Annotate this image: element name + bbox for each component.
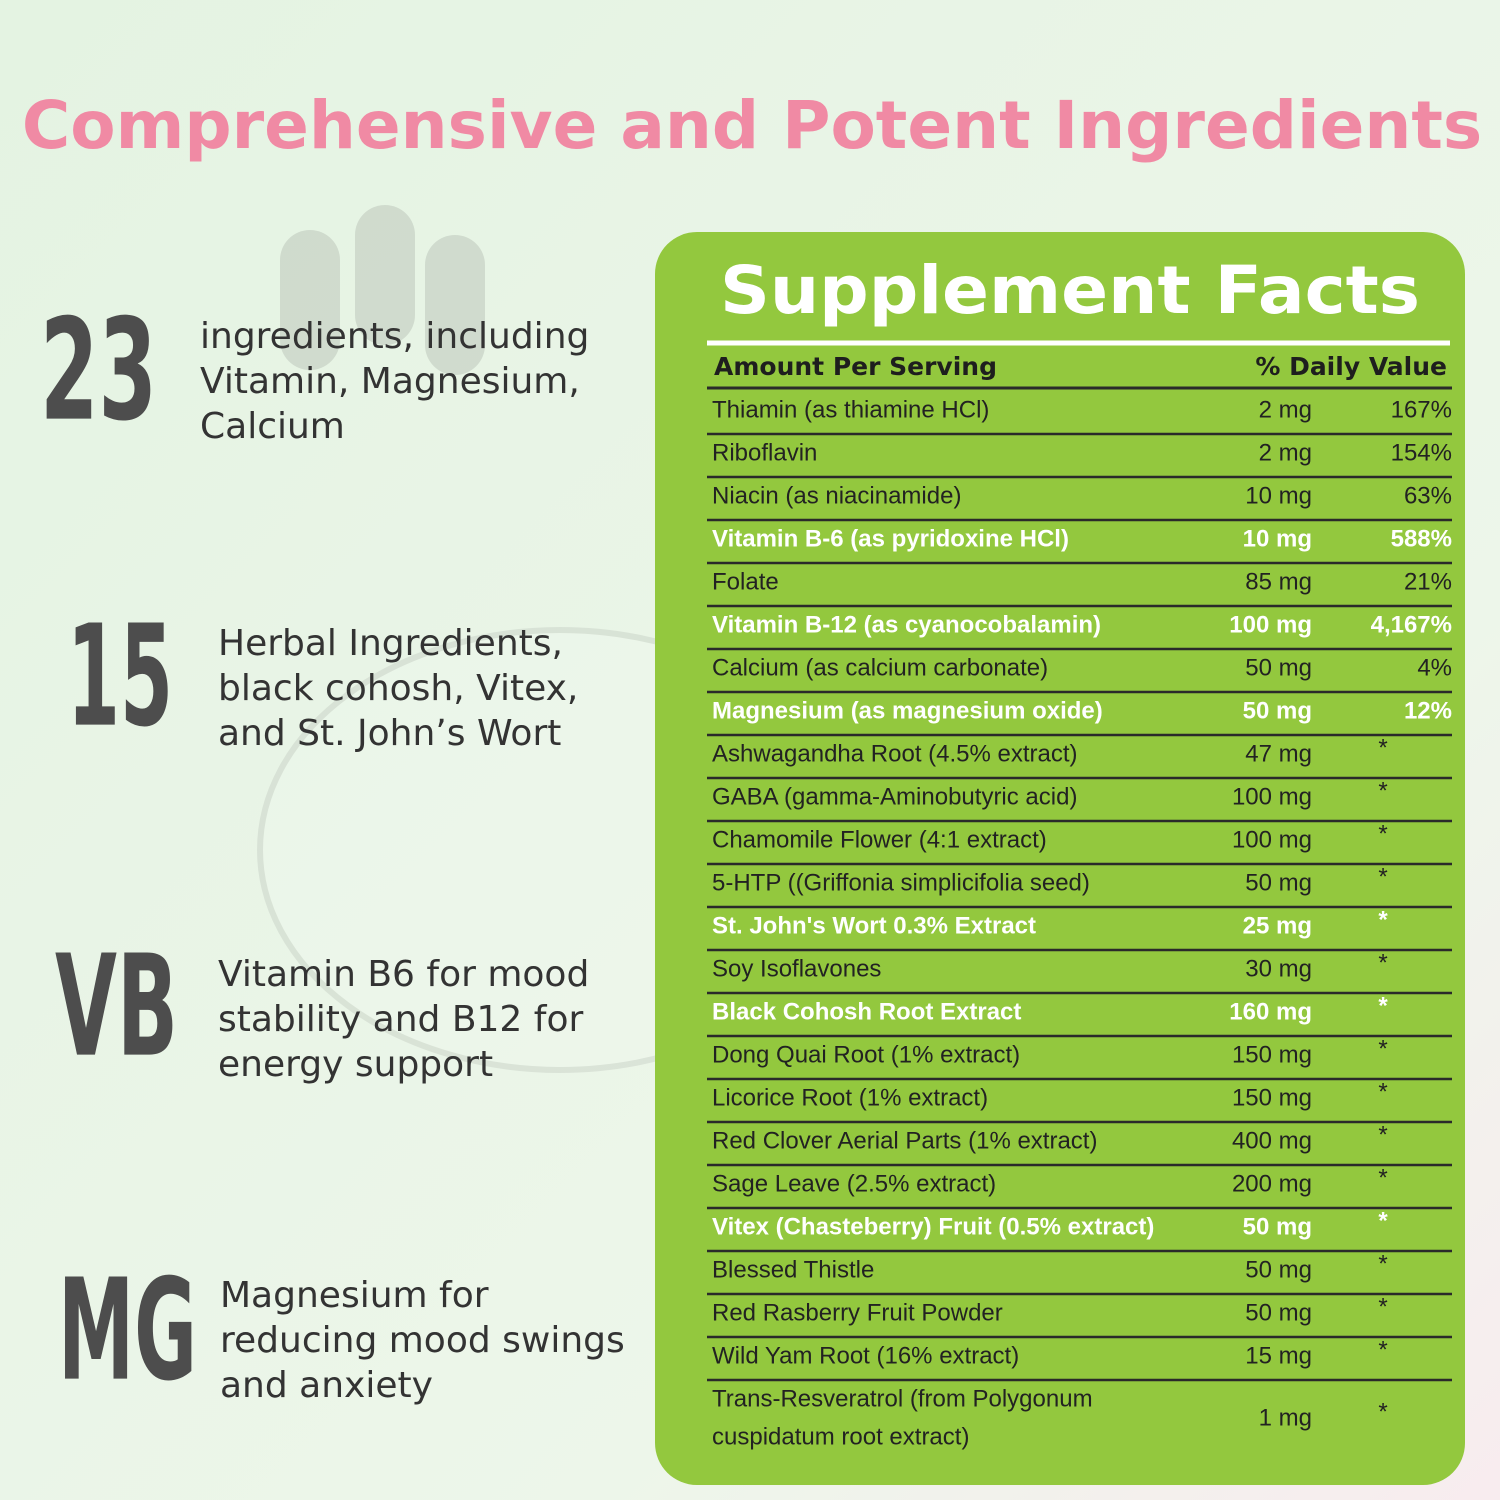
- row-dv: *: [1378, 1035, 1387, 1062]
- row-name: Chamomile Flower (4:1 extract): [712, 826, 1047, 853]
- feature-text: Herbal Ingredients,: [218, 623, 563, 664]
- feature-text: stability and B12 for: [218, 999, 583, 1040]
- row-dv: *: [1378, 992, 1388, 1019]
- row-name: Calcium (as calcium carbonate): [712, 654, 1048, 681]
- row-dv: *: [1378, 906, 1388, 933]
- row-dv: 4,167%: [1371, 611, 1452, 638]
- row-amount: 2 mg: [1259, 396, 1312, 423]
- row-name: Riboflavin: [712, 439, 817, 466]
- feature-text: Vitamin B6 for mood: [218, 954, 589, 995]
- row-name: Magnesium (as magnesium oxide): [712, 697, 1103, 724]
- row-name: Licorice Root (1% extract): [712, 1084, 988, 1111]
- row-name: Vitamin B-6 (as pyridoxine HCl): [712, 525, 1069, 552]
- row-amount: 50 mg: [1245, 654, 1312, 681]
- row-dv: *: [1378, 820, 1387, 847]
- row-dv: *: [1378, 949, 1387, 976]
- row-amount: 50 mg: [1245, 1299, 1312, 1326]
- row-name: Black Cohosh Root Extract: [712, 998, 1021, 1025]
- row-amount: 25 mg: [1243, 912, 1312, 939]
- row-amount: 200 mg: [1232, 1170, 1312, 1197]
- row-name: Trans-Resveratrol (from Polygonum: [712, 1385, 1093, 1412]
- row-name: Vitex (Chasteberry) Fruit (0.5% extract): [712, 1213, 1154, 1240]
- row-name: Red Rasberry Fruit Powder: [712, 1299, 1003, 1326]
- feature-big: VB: [55, 926, 178, 1089]
- page-title: Comprehensive and Potent Ingredients: [22, 87, 1482, 164]
- feature-text: black cohosh, Vitex,: [218, 668, 578, 709]
- row-amount: 50 mg: [1243, 1213, 1312, 1240]
- row-dv: 588%: [1391, 525, 1452, 552]
- feature-big: 15: [67, 596, 173, 759]
- row-dv: 63%: [1404, 482, 1452, 509]
- row-name: Niacin (as niacinamide): [712, 482, 961, 509]
- row-dv: 12%: [1404, 697, 1452, 724]
- row-amount: 30 mg: [1245, 955, 1312, 982]
- row-dv: *: [1378, 1121, 1387, 1148]
- feature-text: reducing mood swings: [220, 1320, 625, 1361]
- row-amount: 100 mg: [1232, 783, 1312, 810]
- row-name: Wild Yam Root (16% extract): [712, 1342, 1019, 1369]
- row-name: GABA (gamma-Aminobutyric acid): [712, 783, 1077, 810]
- row-name: Soy Isoflavones: [712, 955, 881, 982]
- row-dv: 4%: [1417, 654, 1452, 681]
- row-name: Vitamin B-12 (as cyanocobalamin): [712, 611, 1101, 638]
- row-dv: 154%: [1391, 439, 1452, 466]
- feature-big: MG: [58, 1250, 197, 1413]
- panel-title: Supplement Facts: [720, 252, 1420, 329]
- row-dv: *: [1378, 777, 1387, 804]
- row-amount: 2 mg: [1259, 439, 1312, 466]
- row-name: Blessed Thistle: [712, 1256, 874, 1283]
- row-amount: 10 mg: [1245, 482, 1312, 509]
- row-amount: 150 mg: [1232, 1084, 1312, 1111]
- row-amount: 50 mg: [1243, 697, 1312, 724]
- row-name: cuspidatum root extract): [712, 1423, 969, 1450]
- row-name: Ashwagandha Root (4.5% extract): [712, 740, 1078, 767]
- row-amount: 100 mg: [1232, 826, 1312, 853]
- row-amount: 50 mg: [1245, 1256, 1312, 1283]
- row-dv: *: [1378, 1398, 1387, 1425]
- row-amount: 100 mg: [1229, 611, 1312, 638]
- row-dv: 21%: [1404, 568, 1452, 595]
- feature-text: Magnesium for: [220, 1275, 489, 1316]
- feature-text: and St. John’s Wort: [218, 713, 561, 754]
- row-name: Folate: [712, 568, 779, 595]
- feature-text: and anxiety: [220, 1365, 433, 1406]
- row-amount: 47 mg: [1245, 740, 1312, 767]
- row-dv: *: [1378, 1164, 1387, 1191]
- row-dv: *: [1378, 1293, 1387, 1320]
- row-amount: 85 mg: [1245, 568, 1312, 595]
- feature-text: ingredients, including: [200, 316, 589, 357]
- header-dv: % Daily Value: [1255, 352, 1447, 381]
- row-dv: *: [1378, 1250, 1387, 1277]
- row-dv: 167%: [1391, 396, 1452, 423]
- feature-text: Vitamin, Magnesium,: [200, 361, 580, 402]
- facts-panel: [655, 232, 1465, 1485]
- row-amount: 50 mg: [1245, 869, 1312, 896]
- row-dv: *: [1378, 863, 1387, 890]
- row-amount: 10 mg: [1243, 525, 1312, 552]
- row-name: Dong Quai Root (1% extract): [712, 1041, 1020, 1068]
- row-name: Red Clover Aerial Parts (1% extract): [712, 1127, 1097, 1154]
- feature-big: 23: [40, 290, 157, 453]
- row-amount: 160 mg: [1229, 998, 1312, 1025]
- feature-text: Calcium: [200, 406, 345, 447]
- row-name: Thiamin (as thiamine HCl): [712, 396, 989, 423]
- feature-text: energy support: [218, 1044, 493, 1085]
- row-name: Sage Leave (2.5% extract): [712, 1170, 996, 1197]
- row-amount: 1 mg: [1259, 1404, 1312, 1431]
- row-name: St. John's Wort 0.3% Extract: [712, 912, 1036, 939]
- row-name: 5-HTP ((Griffonia simplicifolia seed): [712, 869, 1090, 896]
- row-dv: *: [1378, 1336, 1387, 1363]
- row-amount: 15 mg: [1245, 1342, 1312, 1369]
- row-amount: 150 mg: [1232, 1041, 1312, 1068]
- header-amount: Amount Per Serving: [714, 352, 997, 381]
- row-dv: *: [1378, 1078, 1387, 1105]
- row-dv: *: [1378, 734, 1387, 761]
- row-amount: 400 mg: [1232, 1127, 1312, 1154]
- row-dv: *: [1378, 1207, 1388, 1234]
